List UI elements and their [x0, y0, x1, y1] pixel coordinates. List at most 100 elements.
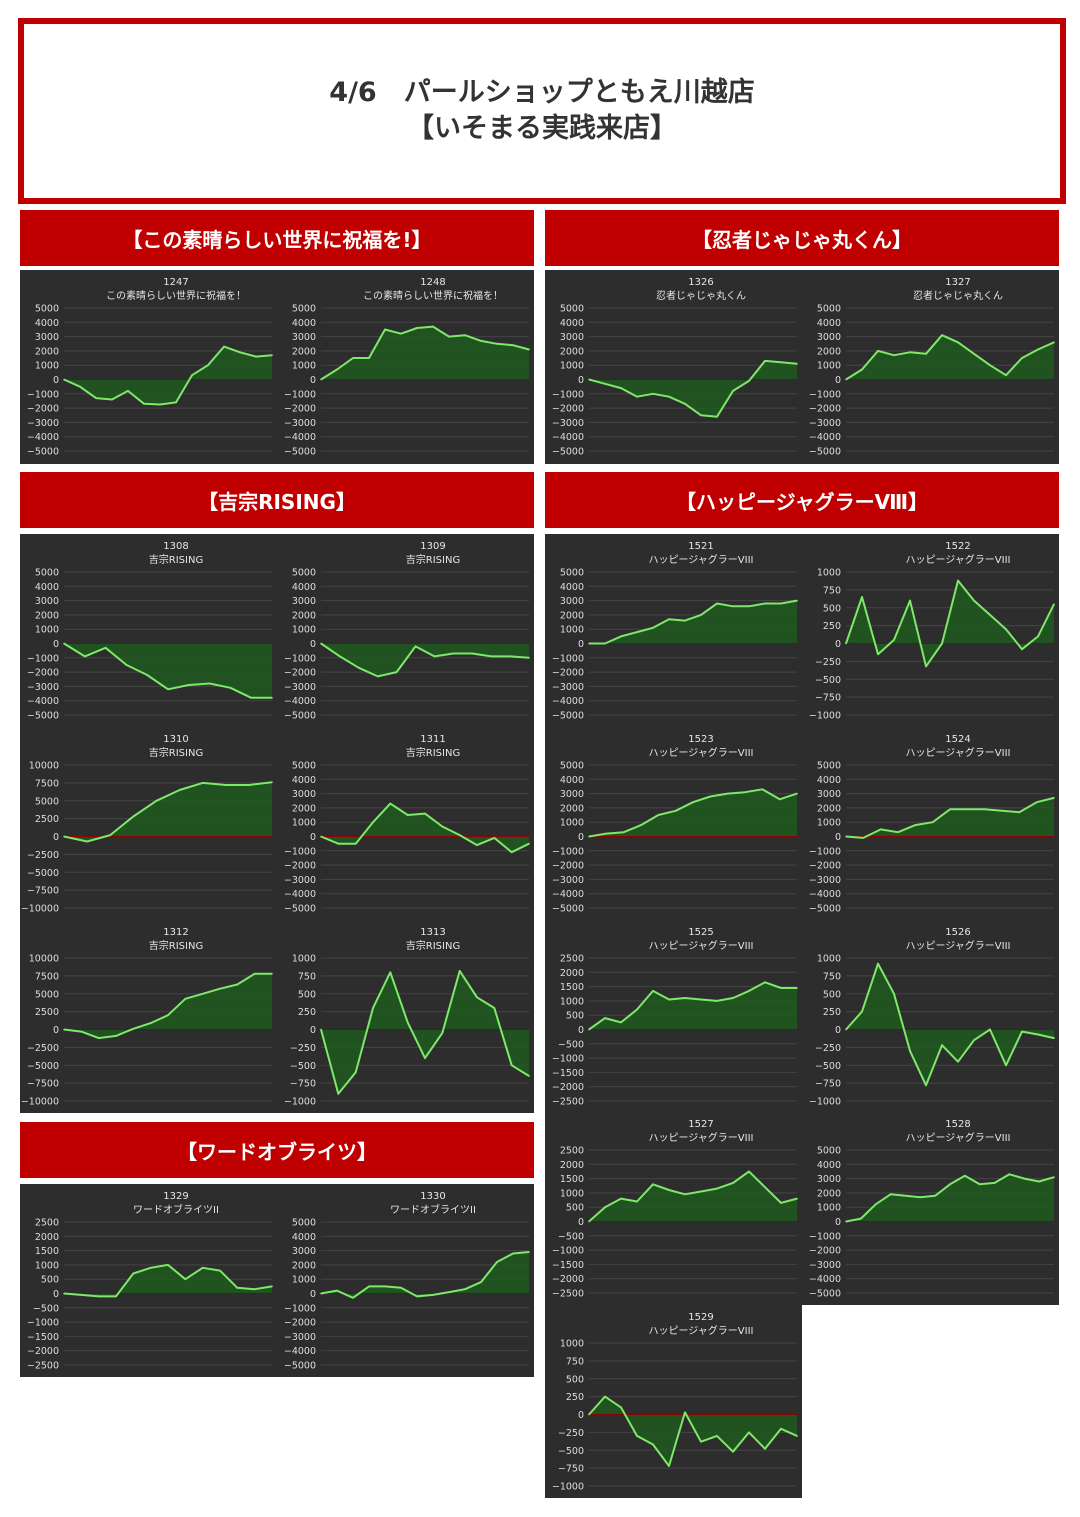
chart-number: 1248 — [420, 277, 445, 288]
data-point — [748, 990, 750, 992]
data-point — [416, 327, 418, 329]
y-tick-label: 1000 — [817, 361, 841, 372]
data-point — [862, 837, 865, 839]
data-point — [458, 834, 461, 836]
chart-number: 1522 — [945, 541, 970, 552]
y-tick-label: −1000 — [552, 1054, 584, 1065]
y-tick-label: 250 — [566, 1392, 584, 1403]
data-point — [191, 374, 193, 377]
y-tick-label: −500 — [558, 1231, 584, 1242]
chart-title: 吉宗RISING — [149, 553, 203, 566]
y-tick-label: 1000 — [560, 1339, 584, 1350]
series-line — [588, 359, 798, 418]
data-point — [796, 599, 798, 602]
y-tick-label: −5000 — [27, 711, 59, 722]
area-fill — [589, 1396, 797, 1466]
data-point — [528, 842, 530, 845]
data-point — [716, 602, 718, 605]
y-tick-label: 4000 — [560, 582, 584, 593]
y-tick-label: −1000 — [809, 1097, 841, 1108]
data-point — [1038, 1180, 1040, 1183]
y-tick-label: 3000 — [292, 596, 316, 607]
y-tick-label: −3000 — [809, 875, 841, 886]
data-point — [604, 642, 606, 645]
chart-number: 1326 — [688, 277, 713, 288]
data-point — [372, 1007, 374, 1009]
y-tick-label: 500 — [566, 1203, 584, 1214]
chart-title: ハッピージャグラーVIII — [649, 746, 754, 759]
y-tick-label: 1000 — [817, 818, 841, 829]
y-tick-label: 0 — [53, 832, 59, 843]
y-tick-label: 5000 — [292, 568, 316, 579]
data-point — [496, 342, 498, 345]
y-tick-label: 500 — [566, 1374, 584, 1385]
y-tick-label: 7500 — [35, 971, 59, 982]
data-point — [1053, 797, 1055, 799]
data-point — [400, 1286, 402, 1289]
y-tick-label: 1000 — [35, 361, 59, 372]
data-point — [223, 345, 225, 348]
y-tick-label: −1500 — [552, 1260, 584, 1271]
area-fill — [589, 982, 797, 1030]
data-point — [207, 364, 209, 366]
y-tick-label: −1000 — [284, 1097, 316, 1108]
series-line — [845, 579, 1055, 668]
data-point — [861, 596, 863, 598]
chart-number: 1327 — [945, 277, 970, 288]
chart-title: ワードオブライツII — [133, 1203, 219, 1216]
data-point — [352, 357, 354, 359]
data-point — [464, 1288, 466, 1291]
y-tick-label: −250 — [290, 1043, 316, 1054]
y-tick-label: −750 — [558, 1464, 584, 1475]
y-tick-label: −5000 — [809, 447, 841, 458]
data-point — [700, 614, 702, 616]
y-tick-label: 4000 — [292, 582, 316, 593]
data-point — [368, 357, 370, 359]
chart-1529: 1529 ハッピージャグラーVIII 1000 750 500 250 0 −250 −500 −… — [545, 1305, 802, 1498]
y-tick-label: −4000 — [284, 432, 316, 443]
y-tick-label: 500 — [566, 1011, 584, 1022]
data-point — [79, 385, 81, 388]
data-point — [146, 674, 148, 676]
chart-1523: 1523 ハッピージャグラーVIII 5000 4000 3000 2000 1000 0 −1… — [545, 727, 802, 920]
data-point — [700, 1440, 702, 1443]
y-tick-label: −1000 — [27, 653, 59, 664]
data-point — [441, 825, 444, 828]
data-point — [957, 341, 959, 344]
data-point — [127, 390, 129, 392]
chart-title: 吉宗RISING — [406, 939, 460, 952]
data-point — [1005, 628, 1007, 630]
y-tick-label: −5000 — [284, 904, 316, 915]
data-point — [339, 655, 341, 658]
data-point — [476, 996, 478, 999]
data-point — [636, 1200, 638, 1203]
y-tick-label: 0 — [578, 1217, 584, 1228]
data-point — [764, 1448, 766, 1450]
y-tick-label: −2000 — [809, 404, 841, 415]
y-tick-label: 750 — [298, 971, 316, 982]
data-point — [636, 631, 638, 633]
data-point — [668, 395, 670, 398]
data-point — [320, 378, 322, 381]
y-tick-label: −4000 — [27, 432, 59, 443]
panel-happy-juggler-extra — [545, 1305, 802, 1498]
area-fill — [64, 346, 272, 405]
chart-1312: 1312 吉宗RISING 10000 7500 5000 2500 0 −2500 −5000… — [20, 920, 277, 1113]
data-point — [476, 844, 478, 846]
y-tick-label: −2000 — [809, 861, 841, 872]
chart-number: 1526 — [945, 927, 970, 938]
series-line — [63, 345, 273, 406]
data-point — [376, 675, 379, 678]
data-point — [931, 821, 934, 823]
chart-number: 1329 — [163, 1191, 188, 1202]
data-point — [1001, 809, 1003, 812]
y-tick-label: 2500 — [560, 1146, 584, 1157]
y-tick-label: 1000 — [817, 954, 841, 965]
y-tick-label: 3000 — [35, 596, 59, 607]
data-point — [464, 334, 466, 336]
data-point — [1035, 801, 1038, 803]
data-point — [620, 1406, 622, 1409]
data-point — [636, 395, 638, 398]
